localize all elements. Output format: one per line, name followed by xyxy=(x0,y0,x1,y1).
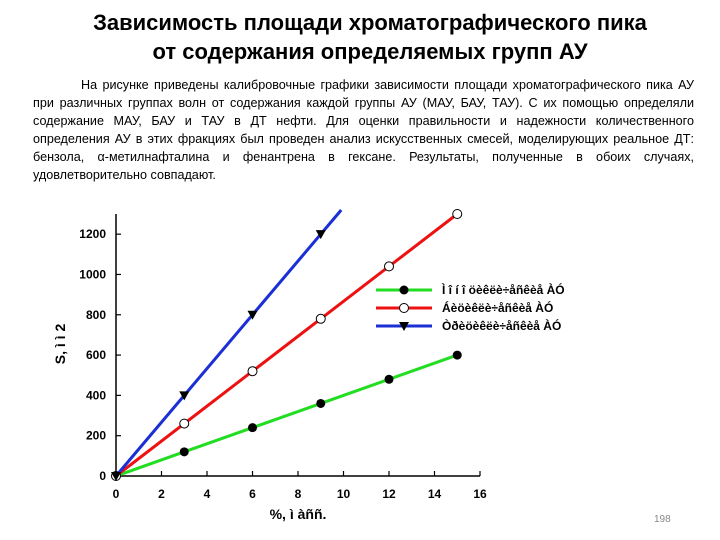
legend-marker xyxy=(399,303,409,313)
x-axis-label: %, ì àññ. xyxy=(270,506,327,522)
y-tick-label: 600 xyxy=(86,348,106,362)
data-point xyxy=(452,350,462,360)
slide-title: Зависимость площади хроматографического … xyxy=(93,10,647,64)
slide-body: На рисунке приведены калибровочные графи… xyxy=(33,76,694,184)
y-tick-label: 400 xyxy=(86,388,106,402)
series-line xyxy=(115,353,458,478)
x-tick-label: 10 xyxy=(337,487,351,501)
data-point xyxy=(316,398,326,408)
data-point xyxy=(111,472,121,481)
legend-marker xyxy=(399,285,409,295)
y-tick-label: 1200 xyxy=(79,227,106,241)
data-point xyxy=(315,230,326,240)
x-tick-label: 8 xyxy=(295,487,302,501)
series-2 xyxy=(111,209,463,481)
y-tick-label: 1000 xyxy=(79,267,106,281)
data-point xyxy=(179,447,189,457)
data-point xyxy=(247,366,258,377)
y-axis-label: S, ì ì 2 xyxy=(52,324,68,365)
data-point xyxy=(384,261,394,272)
series-line xyxy=(115,212,459,478)
data-point xyxy=(247,310,258,320)
data-point xyxy=(248,423,257,433)
data-point xyxy=(452,209,463,219)
legend-label: Áèöèêëè÷åñêèå ÀÓ xyxy=(442,300,553,315)
y-tick-label: 800 xyxy=(86,308,106,322)
series-1 xyxy=(111,350,462,481)
page-number: 198 xyxy=(654,514,671,525)
series-3 xyxy=(111,209,343,481)
data-point xyxy=(315,313,326,324)
x-tick-label: 2 xyxy=(158,487,165,501)
legend-item-3: Òðèöèêëè÷åñêèå ÀÓ xyxy=(376,318,561,333)
x-tick-label: 4 xyxy=(204,487,211,501)
x-tick-label: 0 xyxy=(113,487,120,501)
legend-item-2: Áèöèêëè÷åñêèå ÀÓ xyxy=(376,300,553,315)
x-tick-label: 6 xyxy=(249,487,256,501)
legend-label: Òðèöèêëè÷åñêèå ÀÓ xyxy=(442,318,561,333)
x-tick-label: 12 xyxy=(382,487,396,501)
x-tick-label: 14 xyxy=(428,487,442,501)
legend-label: Ì î í î öèêëè÷åñêèå ÀÓ xyxy=(441,282,565,297)
body-paragraph: На рисунке приведены калибровочные графи… xyxy=(33,78,694,182)
data-point xyxy=(384,374,394,384)
legend-marker xyxy=(399,322,409,331)
y-tick-label: 200 xyxy=(86,429,106,443)
legend-item-1: Ì î í î öèêëè÷åñêèå ÀÓ xyxy=(376,282,565,297)
y-tick-label: 0 xyxy=(99,469,106,483)
series-line xyxy=(114,209,343,477)
x-tick-label: 16 xyxy=(473,487,487,501)
data-point xyxy=(179,418,190,429)
data-point xyxy=(179,391,190,401)
